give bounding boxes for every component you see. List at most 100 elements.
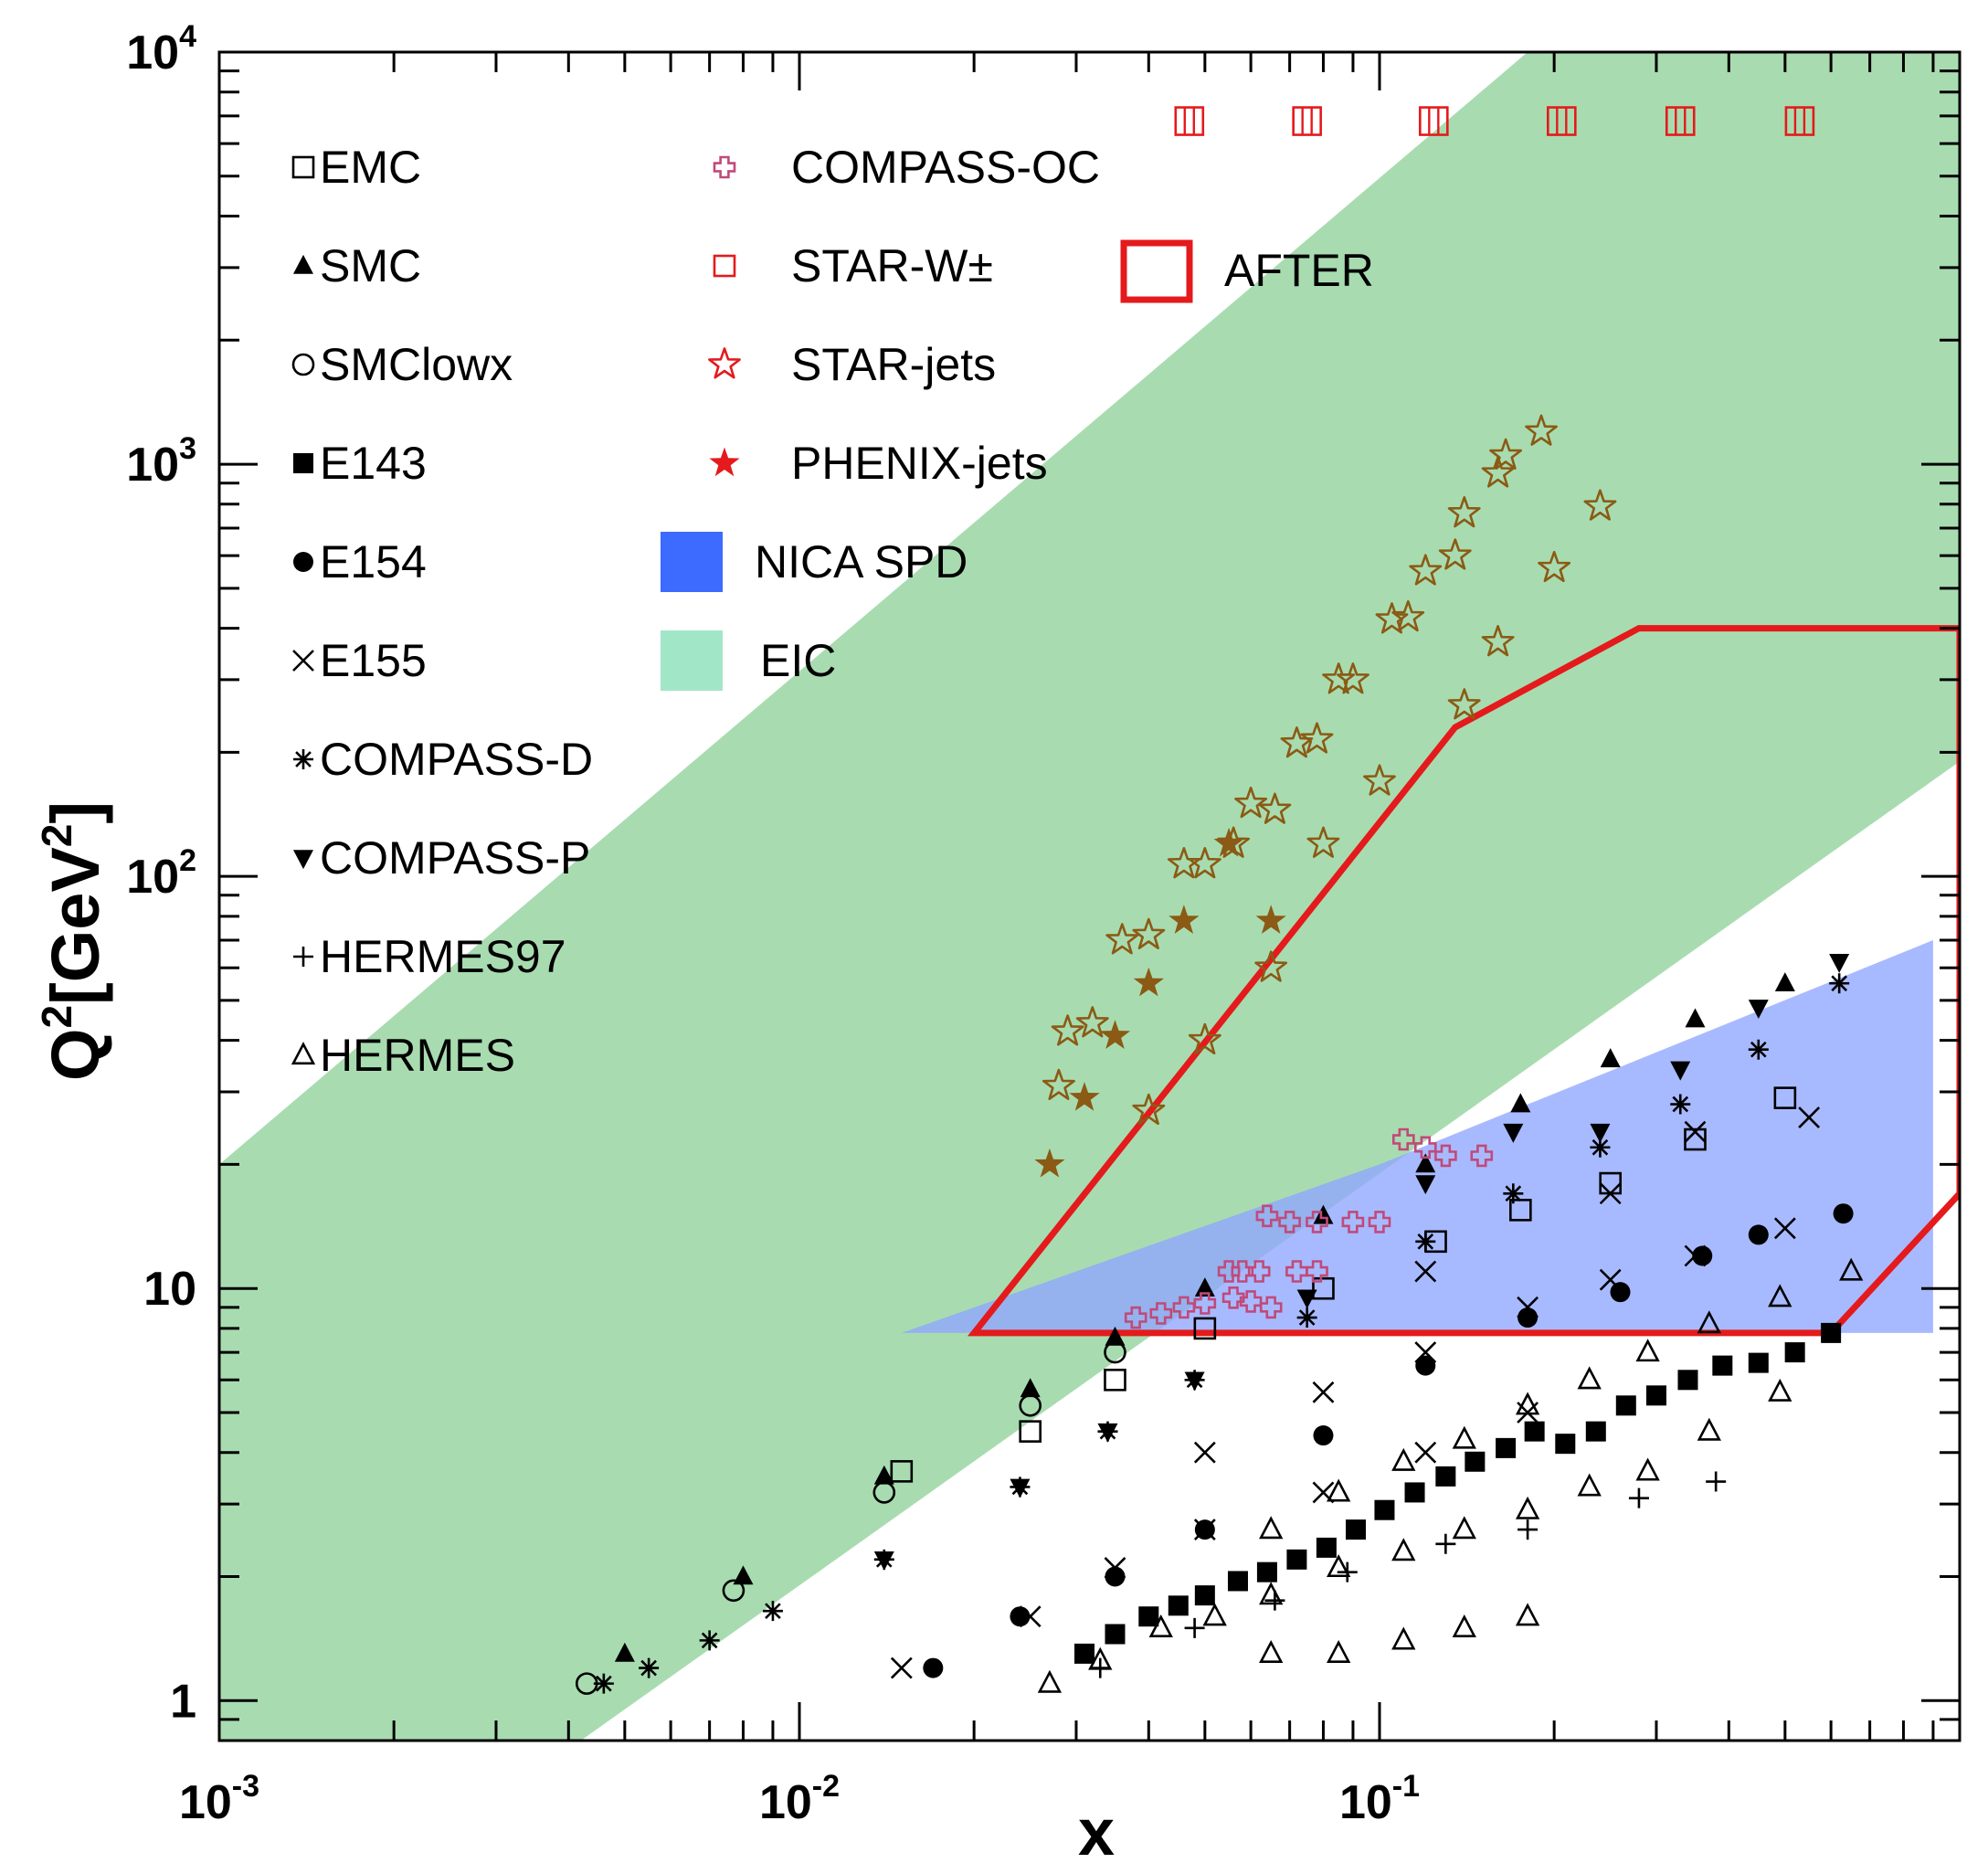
data-point (1525, 414, 1558, 446)
data-point (1019, 1420, 1042, 1443)
data-point (1712, 1355, 1733, 1376)
data-point (1010, 1606, 1031, 1627)
legend-marker (291, 353, 315, 376)
data-point (1227, 1571, 1248, 1592)
series-compass-p (873, 953, 1850, 1571)
series-smc (614, 972, 1795, 1662)
data-point (1285, 1260, 1308, 1283)
data-point (1306, 1211, 1328, 1233)
data-point (1517, 1307, 1539, 1328)
series-phenix-jets (1034, 827, 1286, 1178)
data-point (1419, 106, 1449, 136)
legend-item-compass-d: COMPASS-D (293, 734, 593, 785)
data-point (1452, 1614, 1476, 1637)
data-point (1306, 1260, 1328, 1283)
data-point (1327, 1478, 1351, 1502)
data-point (1234, 786, 1268, 819)
data-point (1105, 923, 1139, 955)
data-point (1193, 1292, 1217, 1315)
data-point (1105, 1624, 1126, 1645)
data-points (575, 106, 1864, 1695)
legend-swatch (1120, 239, 1193, 303)
legend-marker (293, 453, 313, 473)
data-point (1075, 1006, 1109, 1038)
legend: EMC SMC SMClowx E143 E154 E155 COMPASS-D COMPAS… (291, 142, 1374, 1081)
y-axis-title: Q2[GeV2] (33, 801, 113, 1081)
legend-label: HERMES97 (320, 931, 566, 982)
legend-item-nica-spd: NICA SPD (661, 532, 968, 592)
data-point (1327, 1554, 1351, 1578)
y-tick-base: 10 (126, 26, 179, 79)
legend-marker (708, 347, 741, 379)
data-point (1670, 1094, 1691, 1115)
x-tick-exp: -3 (232, 1769, 259, 1804)
x-tick-label: 10-1 (1339, 1769, 1420, 1829)
y-tick-label: 102 (126, 843, 196, 904)
series-star-jets (1042, 414, 1617, 1126)
data-point (1773, 1086, 1797, 1109)
data-point (1438, 538, 1472, 570)
x-tick-label: 10-3 (179, 1769, 259, 1829)
data-point (1312, 1381, 1335, 1403)
data-point (872, 1481, 896, 1504)
data-point (1435, 1533, 1456, 1554)
data-point (1337, 662, 1369, 694)
data-point (1784, 1342, 1805, 1363)
data-point (1133, 967, 1164, 997)
data-point (1515, 1496, 1540, 1519)
data-point (1538, 550, 1571, 583)
data-point (1599, 1268, 1622, 1291)
data-point (1517, 1296, 1539, 1318)
legend-swatch (661, 532, 723, 592)
legend-marker (293, 947, 313, 967)
data-point (1829, 953, 1850, 973)
data-point (1104, 1368, 1126, 1392)
data-point (1042, 1068, 1075, 1100)
data-point (1391, 1626, 1416, 1650)
data-point (1670, 1061, 1691, 1081)
region-nica-spd (901, 940, 1933, 1333)
legend-swatch (661, 630, 723, 691)
x-tick-base: 10 (1339, 1776, 1392, 1829)
data-point-hatch (1428, 107, 1440, 135)
data-point (1414, 1136, 1437, 1159)
data-point (1239, 1290, 1263, 1313)
data-point (722, 1579, 746, 1603)
data-point (1414, 1341, 1437, 1364)
data-point (1515, 1392, 1540, 1415)
data-point (1583, 489, 1617, 521)
data-point (1138, 1606, 1159, 1627)
data-point (1452, 1425, 1476, 1449)
data-point (1259, 1296, 1283, 1319)
data-point (762, 1601, 783, 1622)
x-axis-title: x (1078, 1796, 1115, 1863)
data-point (1481, 624, 1515, 657)
data-point (1524, 1421, 1545, 1442)
data-point (923, 1657, 944, 1678)
data-point (1132, 917, 1166, 949)
data-point (1368, 1211, 1391, 1233)
data-point (1434, 1144, 1457, 1168)
data-point (1391, 1538, 1416, 1561)
data-point (1258, 792, 1292, 824)
y-tick-label: 103 (126, 431, 196, 492)
data-point (1635, 1339, 1660, 1362)
data-point (1088, 1646, 1113, 1670)
data-point (1706, 1471, 1727, 1492)
data-point (1259, 1516, 1284, 1540)
legend-label: PHENIX-jets (791, 438, 1048, 489)
data-point (1286, 1549, 1307, 1570)
data-point (1296, 1307, 1317, 1328)
data-point (1833, 1203, 1854, 1224)
data-point (1481, 456, 1515, 488)
data-point (1306, 826, 1340, 858)
data-point (1415, 1175, 1436, 1195)
series-emc (890, 1086, 1797, 1483)
legend-label: E143 (320, 438, 427, 489)
data-point (1798, 1106, 1821, 1128)
legend-label: E154 (320, 536, 427, 587)
kinematic-regions (219, 52, 1960, 1741)
legend-item-star-w: STAR-W± (713, 240, 993, 291)
data-point (1615, 1395, 1636, 1416)
